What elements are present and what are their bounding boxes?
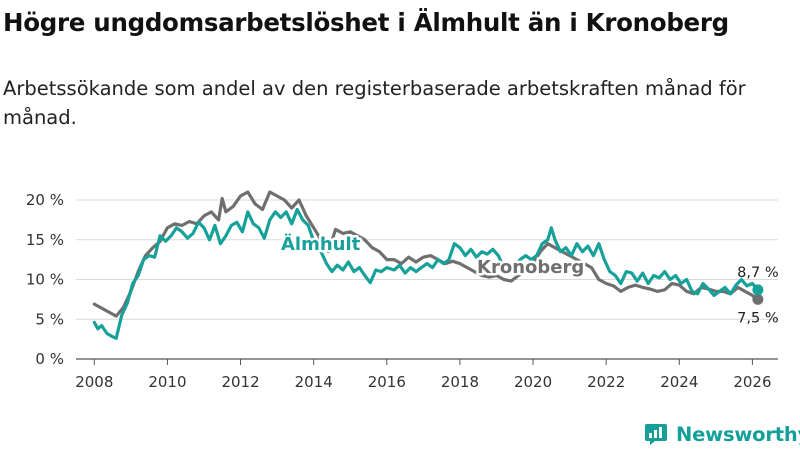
- series-label-kronoberg: Kronoberg: [477, 257, 584, 278]
- chart-title: Högre ungdomsarbetslöshet i Älmhult än i…: [3, 8, 729, 37]
- newsworthy-logo-icon: [645, 424, 667, 445]
- y-axis: 0 % 5 % 10 % 15 % 20 %: [26, 191, 64, 368]
- series-line-kronoberg: [92, 190, 760, 318]
- x-tick-label: 2016: [368, 373, 406, 391]
- x-tick-label: 2014: [295, 373, 333, 391]
- x-tick-label: 2008: [75, 373, 113, 391]
- x-tick-label: 2012: [221, 373, 259, 391]
- end-label-almhult: 8,7 %: [737, 265, 778, 281]
- y-tick-label: 15 %: [26, 231, 64, 249]
- brand-name: Newsworthy: [676, 422, 800, 446]
- y-tick-label: 10 %: [26, 271, 64, 289]
- x-tick-label: 2024: [660, 373, 698, 391]
- y-tick-label: 5 %: [35, 310, 64, 328]
- x-tick-label: 2010: [148, 373, 186, 391]
- brand-logo[interactable]: Newsworthy: [644, 420, 800, 448]
- line-chart: 0 %5 %10 %15 %20 % 2008 2010 2012 2014 2016 2…: [26, 190, 779, 391]
- x-axis: 2008 2010 2012 2014 2016 2018 2020 2022 2024 2026: [75, 359, 772, 391]
- end-point-almhult: [752, 284, 764, 296]
- chart-subtitle: Arbetssökande som andel av den registerb…: [3, 77, 746, 129]
- y-tick-label: 20 %: [26, 191, 64, 209]
- grid-lines: [76, 199, 778, 360]
- series-labels: Älmhult Kronoberg 8,7 % 7,5 %: [279, 231, 779, 327]
- x-tick-label: 2020: [514, 373, 552, 391]
- end-point-kronoberg: [752, 293, 764, 305]
- x-tick-label: 2022: [587, 373, 625, 391]
- series-line-almhult: [92, 207, 760, 340]
- series-lines: [92, 190, 764, 340]
- x-tick-label: 2018: [441, 373, 479, 391]
- series-label-almhult: Älmhult: [281, 233, 361, 255]
- y-tick-label: 0 %: [35, 350, 64, 368]
- end-label-kronoberg: 7,5 %: [737, 310, 778, 326]
- x-tick-label: 2026: [733, 373, 771, 391]
